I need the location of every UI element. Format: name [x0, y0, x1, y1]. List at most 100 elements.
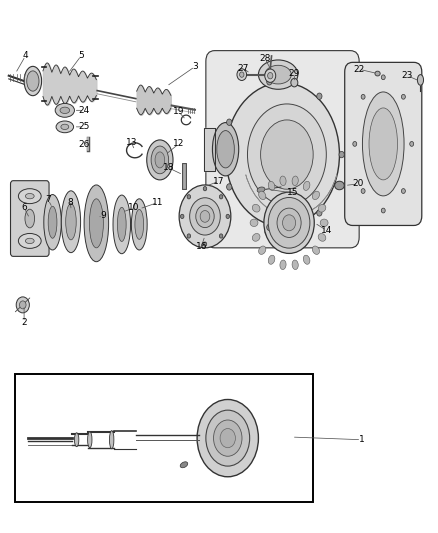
Text: 2: 2: [21, 318, 27, 327]
Ellipse shape: [265, 225, 283, 239]
Ellipse shape: [277, 208, 301, 238]
Ellipse shape: [369, 108, 398, 180]
Ellipse shape: [155, 152, 165, 168]
Ellipse shape: [401, 189, 405, 193]
Ellipse shape: [303, 181, 310, 190]
Text: 11: 11: [152, 198, 163, 207]
FancyBboxPatch shape: [11, 181, 49, 256]
Text: 22: 22: [353, 65, 365, 74]
Text: 15: 15: [287, 189, 298, 197]
Ellipse shape: [317, 209, 322, 216]
Ellipse shape: [151, 146, 169, 174]
Text: 24: 24: [78, 106, 90, 115]
Ellipse shape: [268, 72, 273, 79]
Ellipse shape: [84, 185, 109, 262]
Ellipse shape: [196, 205, 214, 228]
Bar: [15, 374, 313, 502]
Ellipse shape: [268, 255, 275, 264]
Ellipse shape: [264, 192, 314, 254]
Ellipse shape: [257, 187, 265, 192]
Ellipse shape: [190, 198, 220, 235]
Ellipse shape: [27, 71, 39, 91]
Ellipse shape: [88, 432, 92, 448]
Ellipse shape: [267, 79, 272, 85]
Ellipse shape: [237, 69, 247, 80]
FancyBboxPatch shape: [206, 51, 359, 248]
Ellipse shape: [220, 429, 236, 448]
Text: 25: 25: [78, 123, 90, 131]
Ellipse shape: [292, 260, 298, 270]
Ellipse shape: [203, 242, 207, 246]
Ellipse shape: [89, 199, 103, 248]
Ellipse shape: [339, 151, 344, 158]
Ellipse shape: [219, 195, 223, 199]
Text: 18: 18: [163, 164, 174, 172]
Ellipse shape: [212, 123, 239, 176]
Ellipse shape: [226, 214, 230, 219]
Ellipse shape: [258, 191, 266, 199]
Ellipse shape: [74, 433, 79, 447]
Ellipse shape: [335, 181, 344, 190]
Ellipse shape: [66, 204, 76, 240]
Text: 26: 26: [78, 141, 90, 149]
Ellipse shape: [318, 233, 326, 241]
Ellipse shape: [117, 207, 126, 241]
Text: 9: 9: [100, 212, 106, 220]
Text: 28: 28: [259, 54, 271, 63]
Text: 19: 19: [173, 108, 184, 116]
Ellipse shape: [217, 131, 234, 168]
Ellipse shape: [180, 214, 184, 219]
Text: 12: 12: [173, 140, 184, 148]
Text: 20: 20: [353, 180, 364, 188]
Text: 29: 29: [289, 69, 300, 78]
Ellipse shape: [131, 199, 147, 250]
Ellipse shape: [25, 209, 35, 228]
Text: 27: 27: [237, 64, 249, 72]
Ellipse shape: [291, 78, 298, 87]
Text: 8: 8: [67, 198, 73, 207]
Text: 7: 7: [45, 196, 51, 204]
Ellipse shape: [353, 142, 357, 147]
Ellipse shape: [292, 176, 298, 185]
Ellipse shape: [312, 191, 320, 199]
Ellipse shape: [18, 189, 41, 204]
Ellipse shape: [280, 260, 286, 270]
Ellipse shape: [362, 92, 404, 196]
Ellipse shape: [258, 246, 266, 254]
Text: 5: 5: [78, 52, 84, 60]
Ellipse shape: [267, 224, 272, 230]
Ellipse shape: [206, 410, 250, 466]
Ellipse shape: [203, 187, 207, 191]
Ellipse shape: [135, 209, 144, 239]
Ellipse shape: [268, 198, 310, 248]
Ellipse shape: [265, 66, 291, 84]
Ellipse shape: [247, 104, 326, 205]
Ellipse shape: [410, 142, 413, 147]
Ellipse shape: [25, 193, 34, 199]
Ellipse shape: [219, 234, 223, 238]
Text: 13: 13: [126, 139, 137, 147]
Ellipse shape: [61, 191, 81, 253]
Ellipse shape: [48, 206, 57, 238]
Ellipse shape: [240, 72, 244, 77]
Text: 17: 17: [213, 177, 225, 185]
Ellipse shape: [361, 94, 365, 99]
Ellipse shape: [113, 195, 131, 254]
Text: 16: 16: [196, 242, 207, 251]
Ellipse shape: [268, 181, 275, 190]
Ellipse shape: [320, 219, 328, 227]
Ellipse shape: [187, 195, 191, 199]
Ellipse shape: [318, 204, 326, 212]
Polygon shape: [204, 128, 215, 171]
FancyBboxPatch shape: [345, 62, 422, 225]
Ellipse shape: [61, 124, 69, 130]
Ellipse shape: [375, 71, 380, 76]
Ellipse shape: [261, 120, 313, 189]
Text: 4: 4: [23, 52, 28, 60]
Ellipse shape: [401, 94, 405, 99]
Text: 10: 10: [128, 204, 139, 212]
Ellipse shape: [381, 75, 385, 80]
Ellipse shape: [265, 69, 276, 83]
Ellipse shape: [187, 234, 191, 238]
Text: 6: 6: [21, 204, 27, 212]
